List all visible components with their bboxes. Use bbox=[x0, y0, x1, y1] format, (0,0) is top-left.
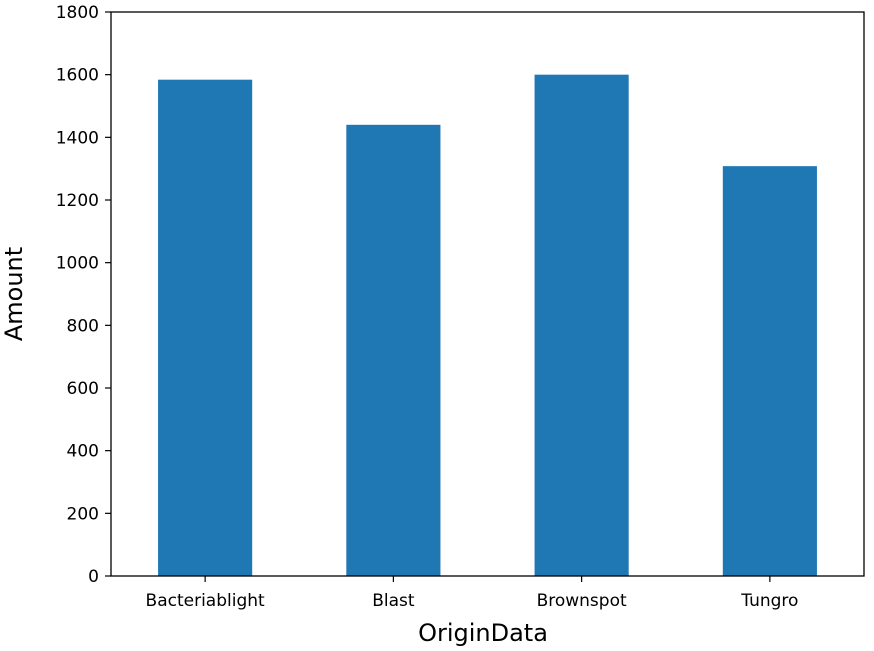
bar-brownspot bbox=[534, 74, 629, 577]
x-axis-label: OriginData bbox=[418, 619, 548, 647]
x-tick-label: Bacteriablight bbox=[146, 591, 265, 611]
y-tick-label: 1600 bbox=[56, 66, 99, 86]
bars-layer bbox=[158, 74, 817, 577]
bar-tungro bbox=[722, 166, 817, 576]
plot-frame bbox=[110, 11, 865, 577]
y-tick-label: 1200 bbox=[56, 191, 99, 211]
y-tick-label: 800 bbox=[67, 316, 99, 336]
y-tick-label: 600 bbox=[67, 379, 99, 399]
bar-bacteriablight bbox=[158, 79, 253, 577]
y-tick-label: 1000 bbox=[56, 254, 99, 274]
x-tick-label: Brownspot bbox=[537, 591, 627, 611]
y-tick-label: 1800 bbox=[56, 3, 99, 23]
y-axis-label: Amount bbox=[0, 247, 28, 341]
y-tick-label: 400 bbox=[67, 442, 99, 462]
y-tick-label: 200 bbox=[67, 504, 99, 524]
y-tick-label: 1400 bbox=[56, 128, 99, 148]
x-tick-label: Tungro bbox=[740, 591, 798, 611]
y-axis-ticks: 0 200 400 600 800 1000 1200 1400 1600 1800 bbox=[56, 3, 111, 587]
x-axis-ticks: Bacteriablight Blast Brownspot Tungro bbox=[146, 576, 798, 611]
y-tick-label: 0 bbox=[88, 567, 99, 587]
bar-blast bbox=[346, 124, 441, 577]
x-tick-label: Blast bbox=[372, 591, 415, 611]
